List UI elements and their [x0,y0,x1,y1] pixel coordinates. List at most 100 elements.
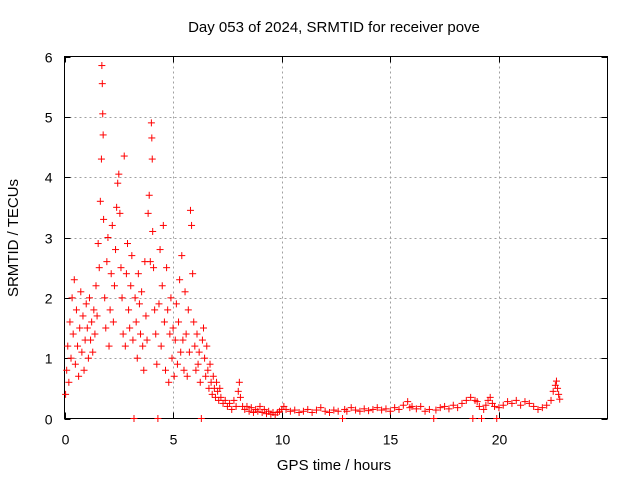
data-point [140,366,148,374]
data-point [467,393,475,401]
data-point [108,221,116,229]
data-point [116,209,124,217]
data-point [245,407,253,415]
x-tick-labels: 0 5 10 15 20 [62,432,508,448]
data-point [126,324,134,332]
data-point [356,407,364,415]
data-point [120,152,128,160]
data-point [201,354,209,362]
data-point [534,405,542,413]
data-point [554,384,562,392]
data-point [552,377,560,385]
data-point [556,395,564,403]
data-point [104,234,112,241]
data-point [190,318,198,326]
data-point [317,404,325,412]
y-tick-label: 6 [45,50,53,66]
data-point [180,366,188,374]
data-point [146,258,154,266]
data-point [164,306,172,314]
data-point [312,406,320,414]
data-point [102,324,110,332]
data-point [369,405,377,413]
data-point [91,330,99,338]
data-point [391,404,399,412]
data-point [118,294,126,302]
data-point [177,348,185,356]
data-point [107,270,115,278]
data-point [458,399,466,407]
data-point [478,415,486,422]
data-point [236,393,244,401]
data-point [178,252,186,260]
data-point [71,360,79,368]
data-point [90,306,98,314]
data-points [62,62,564,422]
x-tick-label: 5 [170,432,178,448]
data-point [85,294,93,302]
data-point [68,294,76,302]
data-point [94,240,102,248]
data-point [109,318,117,326]
data-point [149,227,157,235]
data-point [139,342,147,350]
data-point [200,324,208,332]
data-point [382,405,390,413]
data-point [217,393,225,401]
data-point [165,378,173,386]
data-point [521,398,529,406]
data-point [156,246,164,254]
data-point [189,270,197,278]
data-point [168,354,176,362]
data-point [161,366,169,374]
data-point [130,415,138,422]
data-point [80,366,88,374]
data-point [206,360,214,368]
x-tick-label: 0 [62,432,70,448]
data-point [92,282,100,290]
data-point [138,288,146,296]
data-point [191,342,199,350]
data-point [230,396,238,404]
data-point [198,336,206,344]
data-point [254,407,262,415]
data-point [87,336,95,344]
x-axis-title: GPS time / hours [277,457,391,474]
data-point [495,404,503,412]
data-point [386,407,394,415]
data-point [172,300,180,308]
data-point [69,330,77,338]
data-point [78,348,86,356]
data-point [462,396,470,404]
data-point [127,282,135,290]
data-point [549,387,557,395]
data-point [88,318,96,326]
data-point [508,399,516,407]
data-point [148,134,156,142]
data-point [530,402,538,410]
data-point [202,372,210,380]
data-point [192,366,200,374]
data-point [64,342,72,350]
data-point [208,390,216,398]
data-point [412,405,420,413]
data-point [185,348,193,356]
data-point [142,312,150,320]
data-point [304,405,312,413]
data-point [125,306,133,314]
data-point [235,378,243,386]
data-point [213,378,221,386]
data-point [247,404,255,412]
data-point [171,336,179,344]
data-point [66,318,74,326]
data-point [226,399,234,407]
data-point [343,407,351,415]
y-tick-labels: 0 1 2 3 4 5 6 [45,50,53,428]
data-point [196,378,204,386]
data-point [143,336,151,344]
data-point [512,396,520,404]
data-point [175,318,183,326]
data-point [89,348,97,356]
data-point [195,348,203,356]
